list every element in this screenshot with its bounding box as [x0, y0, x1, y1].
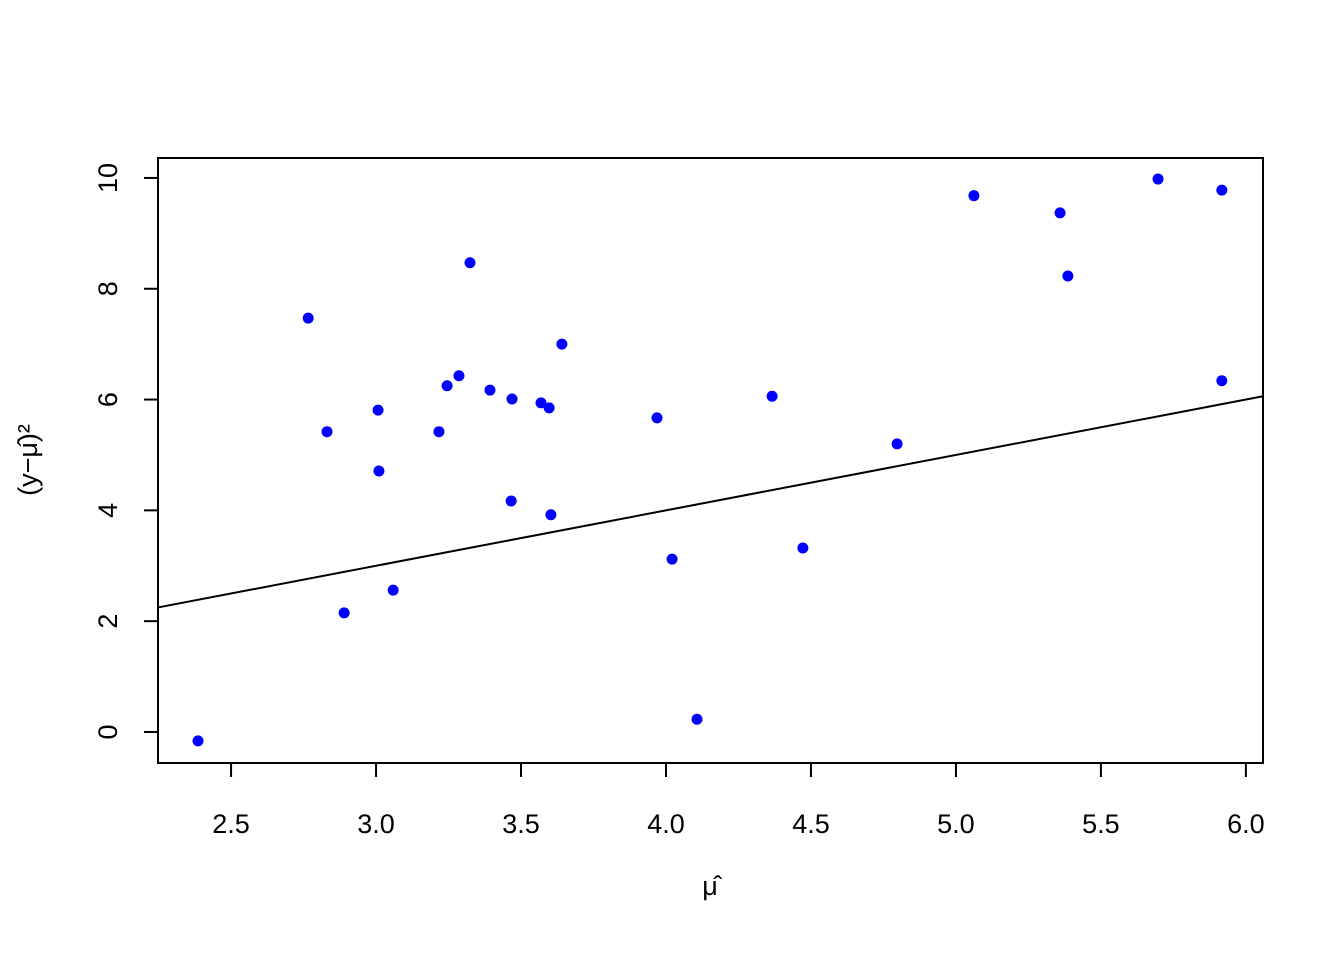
y-tick-label: 4 — [93, 503, 123, 518]
point — [968, 190, 980, 202]
y-axis-label: (y−μ̂)² — [13, 424, 43, 496]
point — [302, 312, 314, 324]
x-tick-label: 2.5 — [212, 809, 250, 839]
y-tick-label: 10 — [93, 163, 123, 193]
point — [433, 426, 445, 438]
point — [321, 426, 333, 438]
point — [651, 412, 663, 424]
point — [441, 380, 453, 392]
reference-line — [157, 395, 1264, 609]
point — [1216, 375, 1228, 387]
point — [1062, 270, 1074, 282]
point — [338, 607, 350, 619]
y-tick-label: 0 — [93, 724, 123, 739]
point — [505, 495, 517, 507]
point — [545, 509, 557, 521]
point — [535, 397, 547, 409]
point — [691, 713, 703, 725]
point — [387, 584, 399, 596]
point — [1054, 207, 1066, 219]
point — [666, 553, 678, 565]
point — [891, 438, 903, 450]
x-tick-label: 4.5 — [792, 809, 830, 839]
point — [543, 402, 555, 414]
x-tick-label: 4.0 — [647, 809, 685, 839]
y-tick-label: 6 — [93, 392, 123, 407]
point — [1152, 173, 1164, 185]
point — [506, 393, 518, 405]
y-tick-label: 2 — [93, 614, 123, 629]
point — [556, 338, 568, 350]
point — [464, 257, 476, 269]
point — [373, 465, 385, 477]
x-tick-label: 5.5 — [1082, 809, 1120, 839]
point — [1216, 184, 1228, 196]
point — [766, 390, 778, 402]
x-axis-label: μ̂ — [702, 871, 723, 901]
point — [372, 404, 384, 416]
y-tick-label: 8 — [93, 281, 123, 296]
point — [453, 370, 465, 382]
x-tick-label: 5.0 — [937, 809, 975, 839]
plot-frame — [157, 157, 1264, 764]
point — [192, 735, 204, 747]
x-tick-label: 6.0 — [1227, 809, 1265, 839]
point — [484, 384, 496, 396]
point — [797, 542, 809, 554]
x-tick-label: 3.5 — [502, 809, 540, 839]
x-tick-label: 3.0 — [357, 809, 395, 839]
